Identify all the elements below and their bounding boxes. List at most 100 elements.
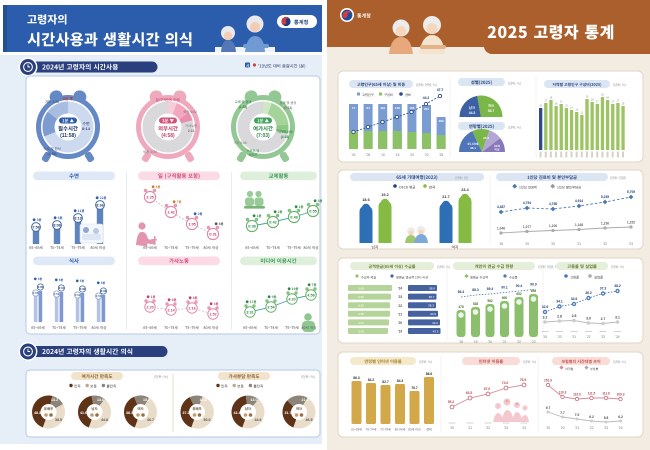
svg-text:46.7: 46.7	[147, 418, 154, 422]
svg-text:34.9: 34.9	[571, 297, 578, 301]
svg-text:19: 19	[606, 97, 609, 100]
svg-text:'23: '23	[531, 340, 535, 344]
svg-text:'20: '20	[450, 426, 454, 430]
svg-text:0.95: 0.95	[358, 312, 364, 316]
svg-text:36.1: 36.1	[470, 146, 476, 150]
svg-text:32.9: 32.9	[542, 305, 549, 309]
svg-text:'19: '19	[543, 335, 547, 339]
svg-text:19.2: 19.2	[381, 193, 388, 197]
svg-text:185: 185	[409, 106, 414, 110]
svg-text:36.2: 36.2	[585, 291, 592, 295]
svg-text:63.5: 63.5	[466, 391, 473, 395]
svg-text:1,046: 1,046	[497, 227, 505, 231]
svg-text:0.97: 0.97	[358, 321, 364, 325]
svg-text:4,914: 4,914	[575, 199, 583, 203]
svg-text:'23: '23	[398, 295, 403, 299]
svg-text:1,236: 1,236	[601, 222, 609, 226]
svg-text:'24: '24	[618, 426, 622, 430]
svg-text:2:03: 2:03	[101, 289, 107, 293]
svg-text:6.2: 6.2	[618, 415, 623, 419]
svg-text:'10: '10	[381, 153, 385, 157]
svg-text:86.3: 86.3	[353, 376, 360, 380]
svg-text:'23: '23	[604, 426, 608, 430]
svg-text:'24: '24	[398, 287, 403, 291]
svg-text:'15: '15	[395, 153, 399, 157]
svg-text:74.0: 74.0	[502, 381, 509, 385]
svg-text:2:00: 2:00	[38, 285, 44, 289]
svg-text:'20: '20	[398, 321, 403, 325]
svg-text:(4:58): (4:58)	[161, 133, 175, 139]
svg-text:0:42: 0:42	[269, 221, 277, 225]
svg-text:9.7: 9.7	[546, 406, 551, 410]
svg-text:111.6: 111.6	[602, 392, 610, 396]
svg-text:55.2: 55.2	[448, 400, 455, 404]
svg-text:1,168: 1,168	[575, 223, 583, 227]
svg-text:38.1: 38.1	[126, 411, 133, 415]
svg-text:76.9: 76.9	[520, 378, 527, 382]
svg-text:'18: '18	[459, 340, 463, 344]
svg-text:38.7: 38.7	[429, 295, 435, 299]
svg-text:(7:03): (7:03)	[256, 133, 270, 139]
svg-text:0:55: 0:55	[309, 210, 317, 214]
svg-text:11: 11	[581, 112, 584, 115]
svg-text:1:52: 1:52	[209, 313, 216, 317]
svg-text:38.5: 38.5	[55, 418, 62, 422]
svg-text:(0:13): (0:13)	[284, 106, 293, 110]
svg-text:'21: '21	[398, 312, 403, 316]
svg-text:2:20: 2:20	[146, 306, 153, 310]
svg-text:90.4: 90.4	[516, 284, 523, 288]
svg-text:0.92: 0.92	[358, 304, 364, 308]
svg-text:15: 15	[565, 105, 568, 108]
svg-text:3:54: 3:54	[267, 306, 274, 310]
svg-text:2:25: 2:25	[146, 196, 154, 200]
svg-text:88.3: 88.3	[472, 288, 479, 292]
svg-text:41.6: 41.6	[80, 411, 87, 415]
svg-text:2:02: 2:02	[80, 287, 86, 291]
svg-text:44.8: 44.8	[101, 418, 108, 422]
svg-text:37.3: 37.3	[600, 287, 607, 291]
svg-text:82.7: 82.7	[382, 380, 389, 384]
svg-text:15: 15	[539, 105, 542, 108]
svg-text:'20: '20	[488, 340, 492, 344]
svg-text:'21: '21	[502, 340, 506, 344]
svg-text:48.3: 48.3	[34, 411, 41, 415]
svg-text:86.6: 86.6	[426, 372, 433, 376]
svg-text:109.3: 109.3	[617, 393, 625, 397]
svg-text:'22: '22	[517, 340, 521, 344]
svg-text:'25: '25	[439, 153, 443, 157]
svg-text:50.0: 50.0	[204, 418, 211, 422]
svg-text:'20: '20	[410, 153, 414, 157]
svg-text:110.3: 110.3	[559, 391, 567, 395]
svg-text:111.5: 111.5	[588, 392, 596, 396]
svg-text:7.7: 7.7	[560, 411, 565, 415]
svg-text:'24: '24	[615, 335, 619, 339]
svg-text:2:14: 2:14	[188, 129, 195, 133]
svg-text:1,077: 1,077	[523, 225, 531, 229]
svg-text:37.2: 37.2	[183, 411, 190, 415]
svg-text:4,758: 4,758	[549, 202, 557, 206]
svg-text:(4:18): (4:18)	[281, 135, 290, 139]
svg-text:1:50: 1:50	[33, 291, 39, 295]
svg-text:5,709: 5,709	[627, 190, 635, 194]
svg-text:4,794: 4,794	[523, 201, 531, 205]
svg-text:600: 600	[502, 296, 508, 300]
svg-text:17: 17	[596, 101, 599, 104]
svg-text:38.2: 38.2	[614, 284, 621, 288]
svg-text:89.4: 89.4	[487, 287, 494, 291]
svg-text:'21: '21	[577, 242, 581, 246]
svg-text:7:58: 7:58	[32, 226, 39, 230]
svg-text:(1:58): (1:58)	[47, 152, 56, 156]
svg-text:44.3: 44.3	[469, 111, 476, 115]
svg-text:'20: '20	[551, 242, 555, 246]
svg-text:13.6: 13.6	[97, 398, 104, 402]
svg-text:18: 18	[591, 99, 594, 102]
svg-text:0:48: 0:48	[290, 216, 298, 220]
svg-text:1:42: 1:42	[167, 211, 175, 215]
svg-text:1:52: 1:52	[75, 293, 81, 297]
svg-text:231: 231	[424, 107, 429, 111]
svg-text:84.3: 84.3	[397, 379, 404, 383]
svg-text:8:14: 8:14	[82, 126, 91, 131]
svg-text:'18: '18	[499, 242, 503, 246]
svg-text:'23: '23	[629, 242, 633, 246]
svg-text:38.3: 38.3	[428, 304, 434, 308]
